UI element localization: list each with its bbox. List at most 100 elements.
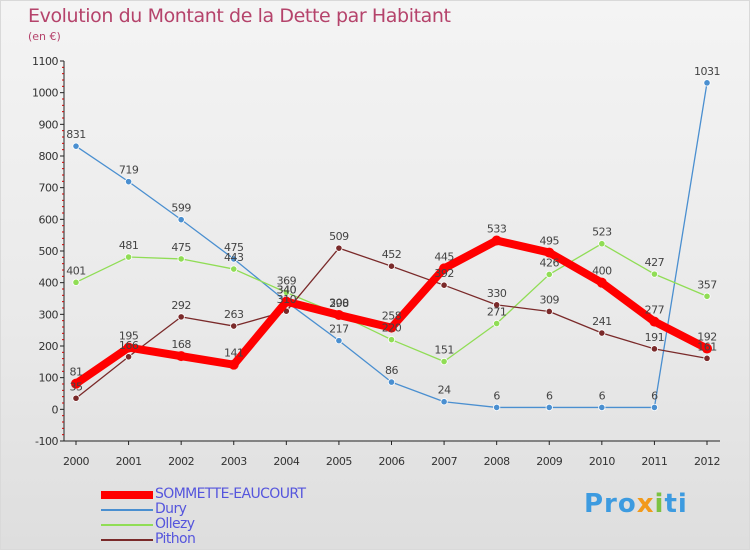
chart-title: Evolution du Montant de la Dette par Hab… [28, 5, 451, 27]
data-label: 309 [540, 293, 560, 306]
x-tick-label: 2010 [589, 455, 615, 468]
legend-swatch [101, 524, 153, 526]
data-label: 298 [329, 297, 349, 310]
data-point [387, 378, 396, 386]
data-label: 271 [487, 306, 507, 319]
data-point [703, 292, 711, 300]
data-label: 452 [382, 248, 402, 261]
legend-swatch [101, 491, 153, 499]
data-label: 6 [546, 389, 553, 402]
data-label: 400 [592, 265, 612, 278]
data-label: 35 [70, 380, 83, 393]
legend-label: SOMMETTE-EAUCOURT [155, 486, 306, 502]
data-point [650, 270, 659, 278]
data-point [702, 343, 712, 354]
data-point [545, 403, 553, 412]
x-tick-label: 2001 [116, 455, 142, 468]
y-tick-label: 0 [52, 403, 59, 416]
data-label: 151 [434, 344, 454, 357]
data-label: 191 [645, 331, 665, 344]
data-label: 509 [329, 230, 349, 243]
data-label: 6 [599, 389, 606, 402]
data-label: 292 [171, 299, 191, 312]
x-tick-label: 2009 [536, 455, 562, 468]
data-label: 445 [434, 250, 454, 263]
data-label: 369 [277, 274, 297, 287]
data-point [493, 319, 501, 328]
data-point [71, 378, 81, 389]
data-point [230, 265, 238, 273]
data-label: 141 [224, 347, 244, 360]
proxiti-logo: Proxiti [584, 489, 688, 519]
data-label: 427 [645, 256, 665, 269]
data-label: 81 [70, 366, 83, 379]
data-point [545, 307, 553, 316]
data-label: 258 [382, 310, 402, 323]
data-label: 443 [224, 251, 244, 264]
data-point [72, 394, 80, 402]
x-tick-label: 2006 [379, 455, 405, 468]
data-label: 426 [540, 256, 560, 269]
legend-swatch [101, 539, 153, 541]
data-point [333, 309, 344, 320]
data-point [440, 398, 448, 406]
data-point [439, 263, 450, 274]
data-label: 217 [329, 323, 349, 336]
data-point [491, 235, 502, 246]
y-tick-label: 700 [39, 182, 59, 195]
data-point [230, 255, 238, 263]
data-point [703, 79, 711, 87]
legend-swatch [101, 509, 153, 511]
data-label: 161 [697, 340, 717, 353]
y-tick-label: 200 [39, 340, 59, 353]
data-label: 330 [487, 287, 507, 300]
legend-label: Pithon [155, 531, 196, 547]
data-point [650, 403, 659, 412]
data-label: 310 [277, 293, 297, 306]
data-label: 599 [171, 202, 191, 215]
data-point [598, 403, 606, 412]
data-point [598, 329, 606, 337]
data-point [281, 296, 292, 307]
x-tick-label: 2002 [168, 455, 194, 468]
data-point [440, 281, 448, 289]
data-point [228, 359, 239, 370]
data-label: 220 [382, 322, 402, 335]
y-tick-label: 500 [39, 245, 59, 258]
data-point [123, 342, 134, 353]
x-tick-label: 2005 [326, 455, 352, 468]
data-label: 300 [329, 296, 349, 309]
data-point [493, 403, 501, 412]
data-label: 263 [224, 308, 244, 321]
y-tick-label: 800 [39, 150, 59, 163]
data-point [649, 316, 660, 327]
data-point [387, 336, 396, 344]
data-label: 340 [277, 284, 297, 297]
data-point [335, 244, 343, 252]
data-label: 831 [66, 128, 86, 141]
data-point [386, 322, 397, 333]
y-tick-label: 1000 [32, 87, 58, 100]
data-point [72, 142, 80, 150]
x-tick-label: 2007 [431, 455, 457, 468]
data-label: 481 [119, 239, 139, 252]
y-tick-label: 300 [39, 308, 59, 321]
data-label: 24 [438, 384, 451, 397]
data-point [230, 322, 238, 330]
data-label: 392 [434, 267, 454, 280]
data-point [493, 301, 501, 309]
data-point [387, 262, 396, 270]
data-point [703, 354, 711, 362]
data-label: 277 [645, 304, 665, 317]
data-point [544, 247, 555, 258]
data-label: 166 [119, 339, 139, 352]
data-label: 340 [277, 284, 297, 297]
data-point [124, 178, 133, 186]
data-label: 401 [66, 264, 86, 277]
data-label: 1031 [694, 65, 720, 78]
x-tick-label: 2012 [694, 455, 720, 468]
data-point [282, 288, 290, 297]
chart-subtitle: (en €) [28, 30, 61, 43]
data-label: 495 [540, 235, 560, 248]
